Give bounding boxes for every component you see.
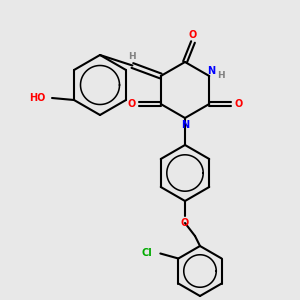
Text: H: H xyxy=(129,52,136,61)
Text: N: N xyxy=(207,66,215,76)
Text: Cl: Cl xyxy=(142,248,152,259)
Text: O: O xyxy=(128,99,136,109)
Text: HO: HO xyxy=(28,93,45,103)
Text: O: O xyxy=(234,99,242,109)
Text: O: O xyxy=(189,30,197,40)
Text: H: H xyxy=(217,71,225,80)
Text: N: N xyxy=(181,120,189,130)
Text: O: O xyxy=(181,218,189,228)
